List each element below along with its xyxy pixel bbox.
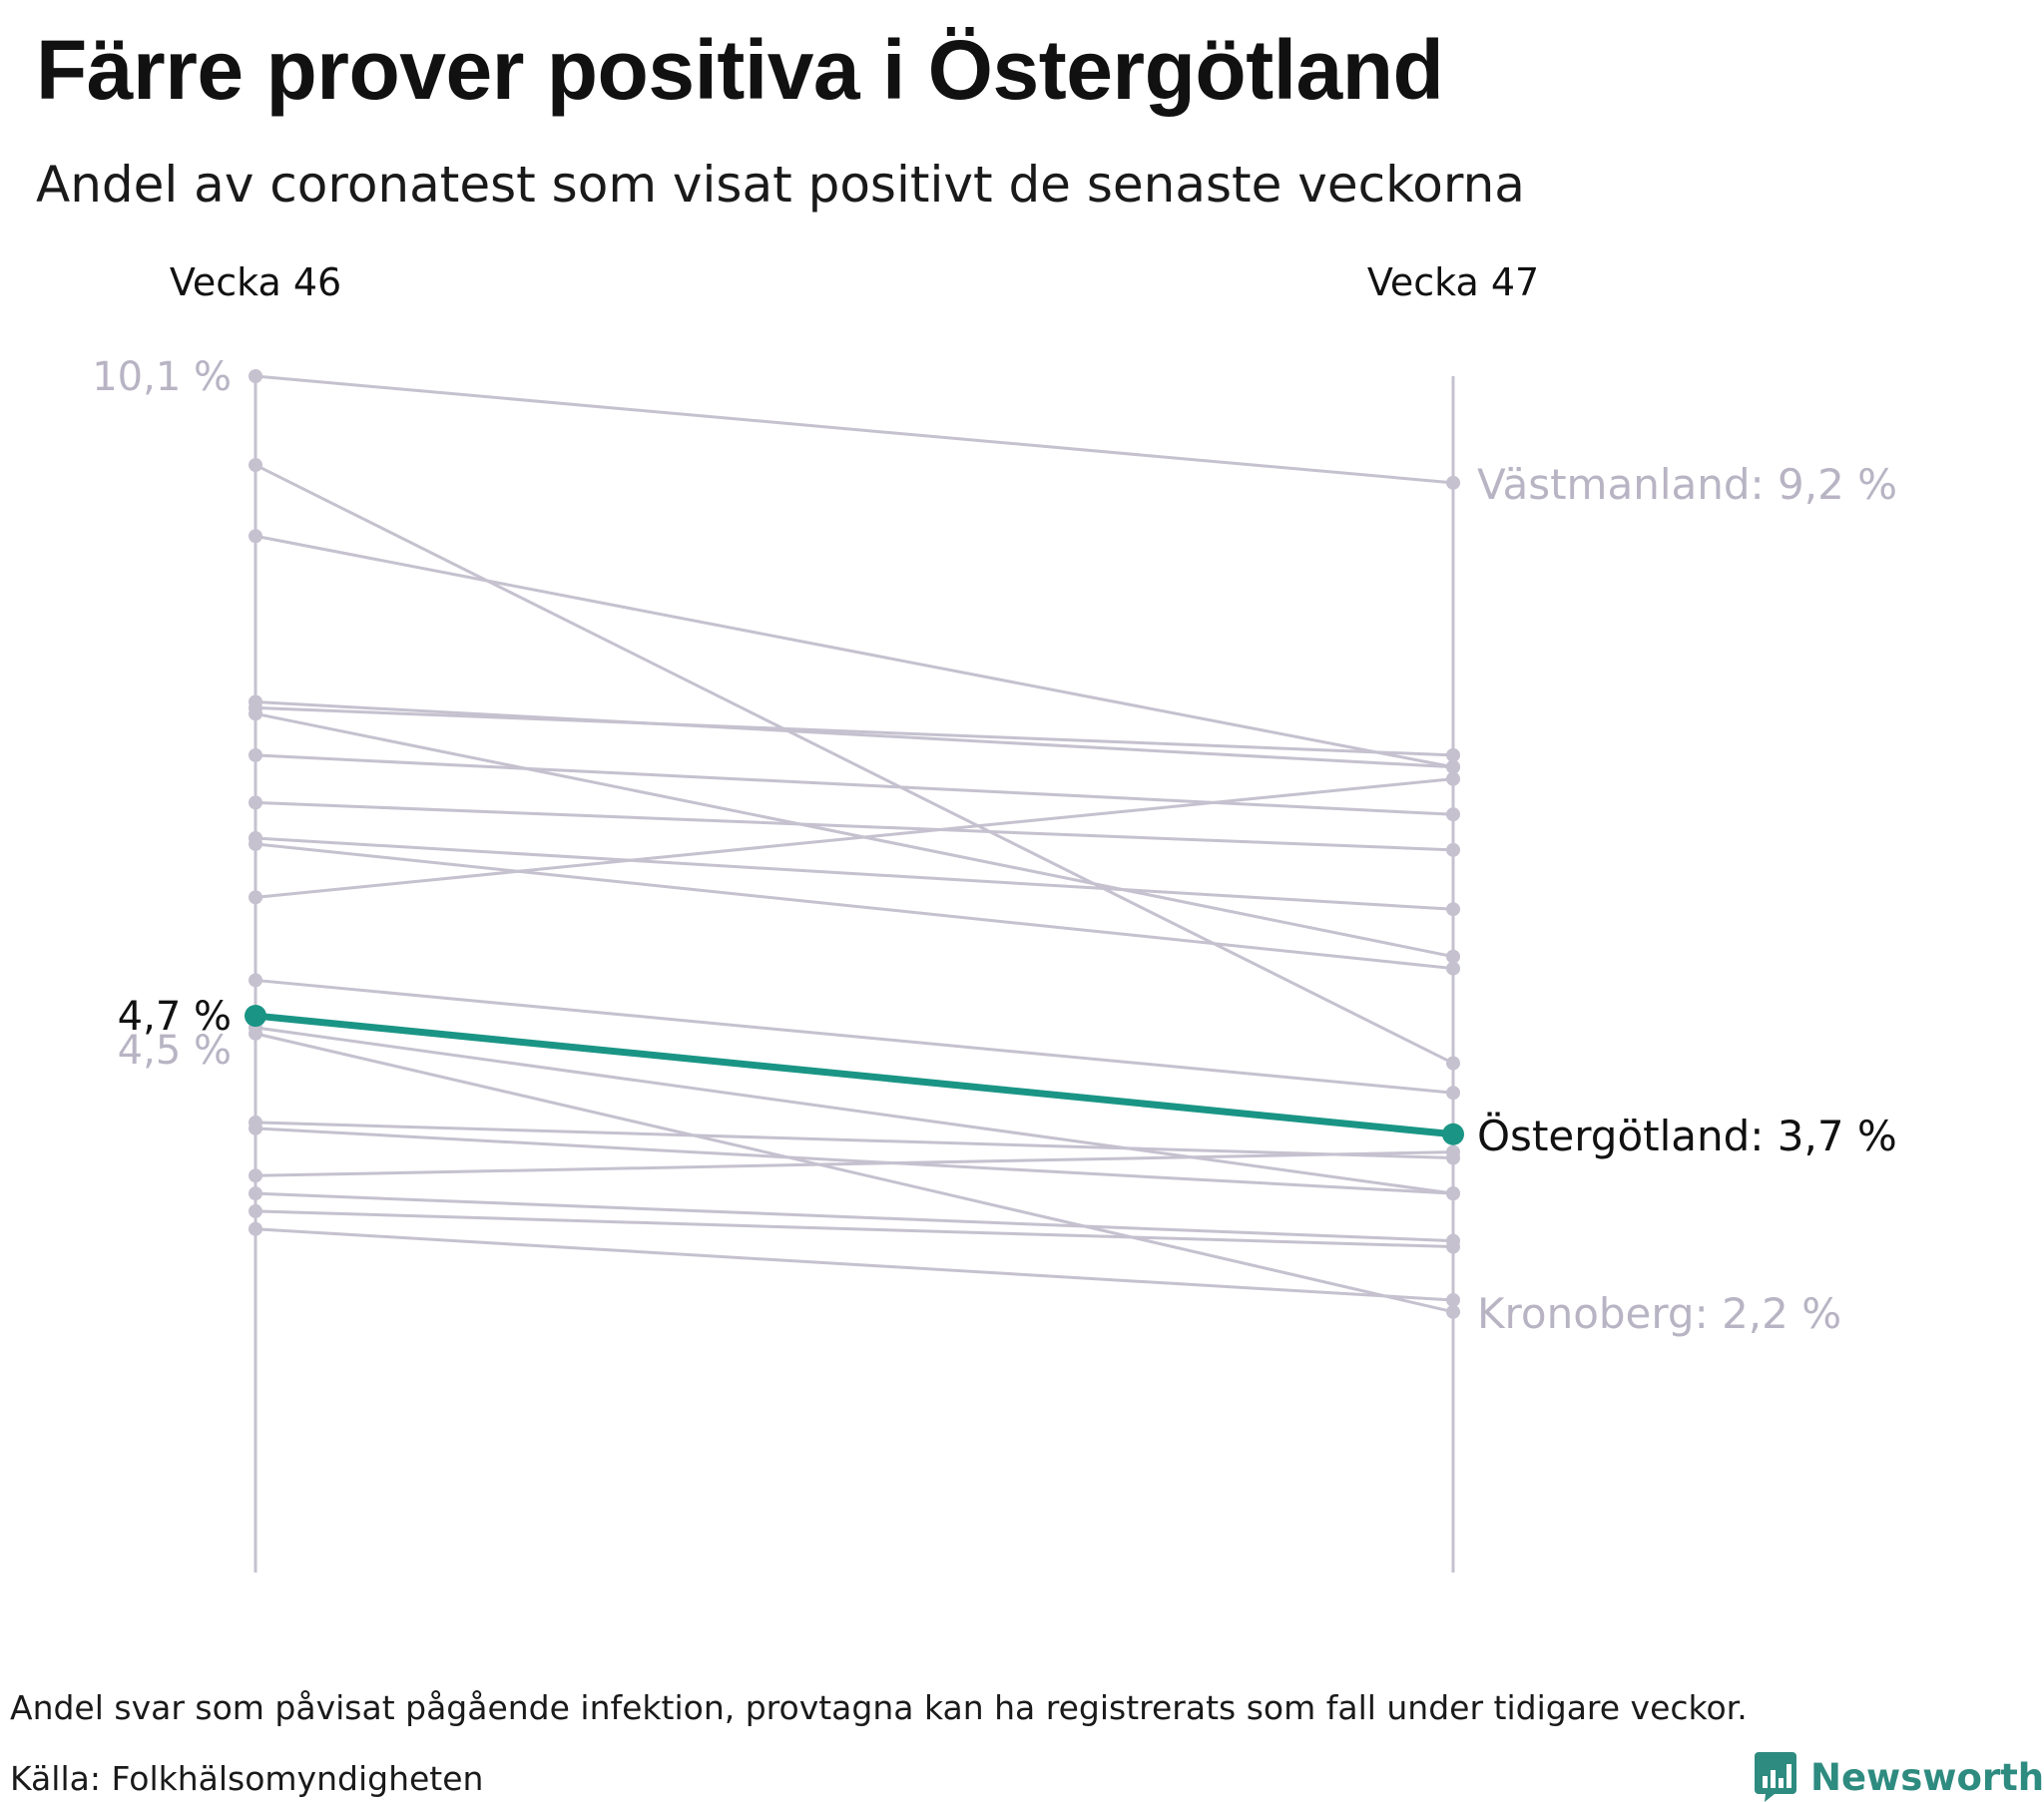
series-point-start-11: [249, 973, 262, 988]
series-point-end-6: [1446, 807, 1460, 822]
series-line-6: [255, 753, 1454, 816]
series-point-start-7: [249, 795, 262, 810]
highlight-end-label: Östergötland: 3,7 %: [1477, 1111, 1897, 1160]
highlight-start-label: 4,7 %: [118, 994, 232, 1040]
series-line-19: [255, 1227, 1454, 1302]
top-value-label: 10,1 %: [92, 354, 232, 400]
newsworthy-logo-icon: [1755, 1752, 1796, 1802]
series-point-start-10: [249, 890, 262, 905]
highlight-point-end: [1442, 1123, 1464, 1145]
series-line-10: [255, 777, 1454, 899]
series-point-start-1: [249, 458, 262, 473]
series-point-start-0: [249, 369, 262, 383]
series-point-end-8: [1446, 902, 1460, 917]
series-point-end-3: [1446, 759, 1460, 774]
series-line-15: [255, 1126, 1454, 1195]
series-line-3: [255, 699, 1454, 769]
series-line-12: [255, 1026, 1454, 1195]
series-point-end-7: [1446, 842, 1460, 857]
period-label-left: Vecka 46: [170, 260, 341, 304]
brand-name: Newsworthy: [1810, 1755, 2044, 1799]
series-point-end-19: [1446, 1292, 1460, 1307]
series-line-7: [255, 800, 1454, 852]
series-point-end-0: [1446, 475, 1460, 490]
series-point-end-10: [1446, 771, 1460, 786]
series-line-17: [255, 1191, 1454, 1243]
series-point-end-18: [1446, 1239, 1460, 1254]
series-point-end-16: [1446, 1144, 1460, 1159]
slope-chart: Vecka 46 Vecka 47 10,1 % 4,5 % 4,7 % Väs…: [92, 260, 1897, 1573]
source-note: Källa: Folkhälsomyndigheten: [10, 1759, 484, 1798]
series-point-end-13: [1446, 1304, 1460, 1319]
series-line-18: [255, 1209, 1454, 1249]
value-labels: 10,1 % 4,5 % 4,7 % Västmanland: 9,2 % Ös…: [92, 354, 1897, 1338]
series-line-16: [255, 1150, 1454, 1177]
highlight-line: [255, 1012, 1454, 1138]
highlight-series-group: [245, 1005, 1464, 1145]
series-point-start-19: [249, 1221, 262, 1236]
highlight-point-start: [245, 1005, 266, 1028]
series-line-4: [255, 705, 1454, 757]
chart-title: Färre prover positiva i Östergötland: [36, 23, 1444, 117]
chart-subtitle: Andel av coronatest som visat positivt d…: [36, 156, 1525, 214]
brand-logo: Newsworthy: [1755, 1752, 2044, 1802]
series-line-11: [255, 978, 1454, 1095]
overlapped-value-label: 4,5 %: [118, 1028, 232, 1074]
series-line-9: [255, 842, 1454, 971]
series-point-start-17: [249, 1186, 262, 1201]
series-point-end-4: [1446, 747, 1460, 762]
series-point-start-6: [249, 747, 262, 762]
grey-series-group: [249, 369, 1460, 1319]
end-label-kronoberg: Kronoberg: 2,2 %: [1477, 1289, 1841, 1338]
series-point-start-13: [249, 1026, 262, 1041]
series-point-start-5: [249, 706, 262, 721]
series-line-0: [255, 374, 1454, 485]
series-point-end-5: [1446, 949, 1460, 964]
series-line-2: [255, 534, 1454, 769]
series-point-end-1: [1446, 1056, 1460, 1071]
series-point-start-9: [249, 836, 262, 851]
series-line-8: [255, 836, 1454, 911]
series-point-start-18: [249, 1203, 262, 1218]
series-line-1: [255, 463, 1454, 1065]
series-line-13: [255, 1032, 1454, 1314]
series-point-start-16: [249, 1168, 262, 1183]
series-line-14: [255, 1121, 1454, 1160]
series-point-end-15: [1446, 1186, 1460, 1201]
series-point-start-2: [249, 529, 262, 544]
period-label-right: Vecka 47: [1367, 260, 1539, 304]
series-point-end-9: [1446, 961, 1460, 976]
series-point-end-11: [1446, 1086, 1460, 1101]
footnote: Andel svar som påvisat pågående infektio…: [10, 1688, 1748, 1727]
series-line-5: [255, 711, 1454, 959]
series-point-start-15: [249, 1121, 262, 1135]
end-label-vastmanland: Västmanland: 9,2 %: [1477, 460, 1897, 509]
